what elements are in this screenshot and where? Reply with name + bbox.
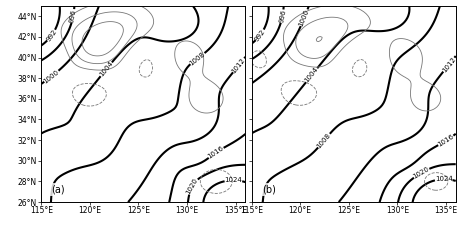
Text: 992: 992 [45, 28, 58, 43]
Text: (a): (a) [51, 184, 65, 194]
Text: 1000: 1000 [43, 69, 60, 84]
Text: 1000: 1000 [298, 8, 311, 27]
Text: 1016: 1016 [207, 145, 225, 160]
Text: 1016: 1016 [437, 133, 455, 148]
Text: 1008: 1008 [316, 132, 332, 149]
Text: 1020: 1020 [185, 177, 199, 196]
Text: 1008: 1008 [188, 51, 206, 67]
Text: 1012: 1012 [441, 56, 457, 74]
Text: 1004: 1004 [304, 67, 320, 84]
Text: 1024: 1024 [224, 177, 242, 183]
Text: (b): (b) [262, 184, 276, 194]
Text: 996: 996 [278, 9, 287, 23]
Text: 1020: 1020 [412, 166, 431, 180]
Text: 992: 992 [254, 28, 267, 42]
Text: 1024: 1024 [435, 176, 453, 182]
Text: 1012: 1012 [231, 56, 246, 74]
Text: 1004: 1004 [98, 60, 114, 78]
Text: 996: 996 [69, 9, 77, 23]
